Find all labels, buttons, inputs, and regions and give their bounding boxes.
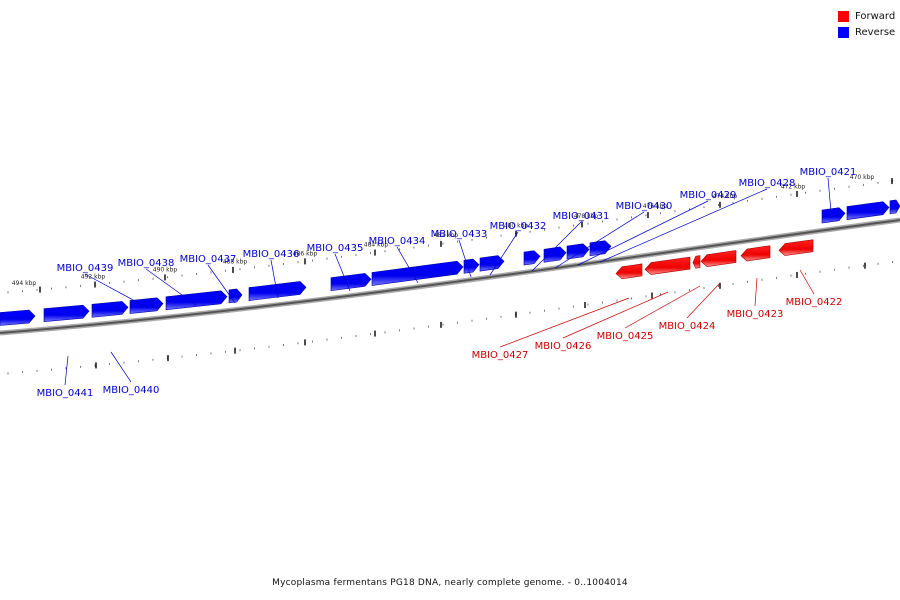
leader-mbio-0435 <box>334 253 351 292</box>
gene-mbio-0434[interactable] <box>371 260 464 286</box>
leader-mbio-0434 <box>396 246 419 284</box>
label-mbio-0427[interactable]: MBIO_0427 <box>472 350 529 361</box>
kbp-label: 484 kbp <box>364 241 389 248</box>
label-mbio-0435[interactable]: MBIO_0435 <box>307 243 364 254</box>
gene-mbio-0432[interactable] <box>479 255 505 272</box>
leader-mbio-0437 <box>207 264 236 304</box>
legend-reverse-label: Reverse <box>855 26 896 38</box>
leader-mbio-0427 <box>499 297 630 348</box>
gene-features <box>0 199 900 326</box>
label-mbio-0437[interactable]: MBIO_0437 <box>180 254 237 265</box>
kbp-label: 494 kbp <box>12 280 37 287</box>
label-mbio-0431[interactable]: MBIO_0431 <box>553 211 610 222</box>
legend-forward-label: Forward <box>855 10 896 22</box>
gene-mbio-0437[interactable] <box>228 288 243 304</box>
kbp-label: 478 kbp <box>574 213 599 220</box>
gene-mbio-0431[interactable] <box>523 250 541 266</box>
gene-mbio-0425[interactable] <box>692 255 701 269</box>
legend-item-forward: Forward <box>838 8 895 24</box>
kbp-label: 474 kbp <box>713 193 738 200</box>
leader-mbio-0426 <box>562 291 669 339</box>
label-mbio-0422[interactable]: MBIO_0422 <box>786 297 843 308</box>
gene-mbio-0430[interactable] <box>543 246 567 263</box>
kbp-label: 470 kbp <box>850 174 875 181</box>
legend-item-reverse: Reverse <box>838 24 895 40</box>
kbp-label: 476 kbp <box>643 203 668 210</box>
tick-marks <box>7 178 893 375</box>
gene-unlabeled[interactable] <box>846 201 890 220</box>
label-mbio-0424[interactable]: MBIO_0424 <box>659 321 716 332</box>
label-mbio-0438[interactable]: MBIO_0438 <box>118 258 175 269</box>
backbone-line <box>0 219 900 334</box>
leader-mbio-0424 <box>686 282 721 319</box>
label-mbio-0439[interactable]: MBIO_0439 <box>57 263 114 274</box>
gene-mbio-0433[interactable] <box>463 258 480 274</box>
gene-mbio-0439[interactable] <box>129 297 164 314</box>
label-mbio-0423[interactable]: MBIO_0423 <box>727 309 784 320</box>
gene-mbio-0438[interactable] <box>165 290 228 311</box>
label-leader-lines <box>64 177 832 386</box>
gene-mbio-0426[interactable] <box>644 256 691 275</box>
gene-mbio-0440[interactable] <box>91 301 129 318</box>
leader-mbio-0425 <box>624 285 701 329</box>
gene-labels: 470 kbp 472 kbp 474 kbp 476 kbp 478 kbp 480 k… <box>12 167 875 399</box>
kbp-label: 482 kbp <box>434 232 459 239</box>
leader-mbio-0428 <box>599 188 768 263</box>
genome-backbone <box>0 217 900 336</box>
gene-mbio-0424[interactable] <box>700 250 737 268</box>
leader-mbio-0433 <box>458 239 472 278</box>
label-mbio-0421[interactable]: MBIO_0421 <box>800 167 857 178</box>
leader-mbio-0421 <box>827 177 832 213</box>
leader-mbio-0430 <box>554 211 645 269</box>
gene-mbio-0440[interactable] <box>43 304 90 323</box>
leader-mbio-0436 <box>270 259 279 299</box>
forward-swatch <box>838 10 849 22</box>
leader-mbio-0439 <box>84 273 149 309</box>
label-mbio-0436[interactable]: MBIO_0436 <box>243 249 300 260</box>
label-mbio-0428[interactable]: MBIO_0428 <box>739 178 796 189</box>
gene-mbio-0435[interactable] <box>330 273 372 292</box>
kbp-label: 486 kbp <box>293 250 318 257</box>
gene-mbio-0423[interactable] <box>740 245 771 262</box>
kbp-label: 480 kbp <box>504 223 529 230</box>
label-mbio-0429[interactable]: MBIO_0429 <box>680 190 737 201</box>
gene-mbio-0422[interactable] <box>778 239 814 256</box>
map-caption: Mycoplasma fermentans PG18 DNA, nearly c… <box>272 578 628 588</box>
gene-mbio-0441[interactable] <box>0 309 36 326</box>
leader-mbio-0438 <box>145 268 197 306</box>
label-mbio-0430[interactable]: MBIO_0430 <box>616 201 673 212</box>
label-mbio-0441[interactable]: MBIO_0441 <box>37 388 94 399</box>
kbp-label: 492 kbp <box>81 274 106 281</box>
kbp-label: 490 kbp <box>153 266 178 273</box>
leader-mbio-0423 <box>754 277 758 307</box>
label-mbio-0432[interactable]: MBIO_0432 <box>490 221 547 232</box>
gene-mbio-0429[interactable] <box>566 243 590 260</box>
gene-unlabeled[interactable] <box>889 199 900 215</box>
leader-mbio-0431 <box>531 221 582 272</box>
kbp-label: 488 kbp <box>223 259 248 266</box>
leader-mbio-0422 <box>799 269 815 295</box>
gene-mbio-0427[interactable] <box>615 263 643 280</box>
leader-mbio-0440 <box>110 351 132 383</box>
gene-mbio-0436[interactable] <box>248 281 307 301</box>
leader-mbio-0429 <box>577 200 709 266</box>
label-mbio-0425[interactable]: MBIO_0425 <box>597 331 654 342</box>
kbp-label: 472 kbp <box>781 184 806 191</box>
label-mbio-0426[interactable]: MBIO_0426 <box>535 341 592 352</box>
reverse-swatch <box>838 26 849 38</box>
legend: Forward Reverse <box>838 8 895 40</box>
label-mbio-0434[interactable]: MBIO_0434 <box>369 236 426 247</box>
leader-mbio-0432 <box>489 231 519 276</box>
label-mbio-0440[interactable]: MBIO_0440 <box>103 385 160 396</box>
gene-mbio-0421[interactable] <box>821 207 846 224</box>
leader-mbio-0441 <box>64 355 69 386</box>
label-mbio-0433[interactable]: MBIO_0433 <box>431 229 488 240</box>
